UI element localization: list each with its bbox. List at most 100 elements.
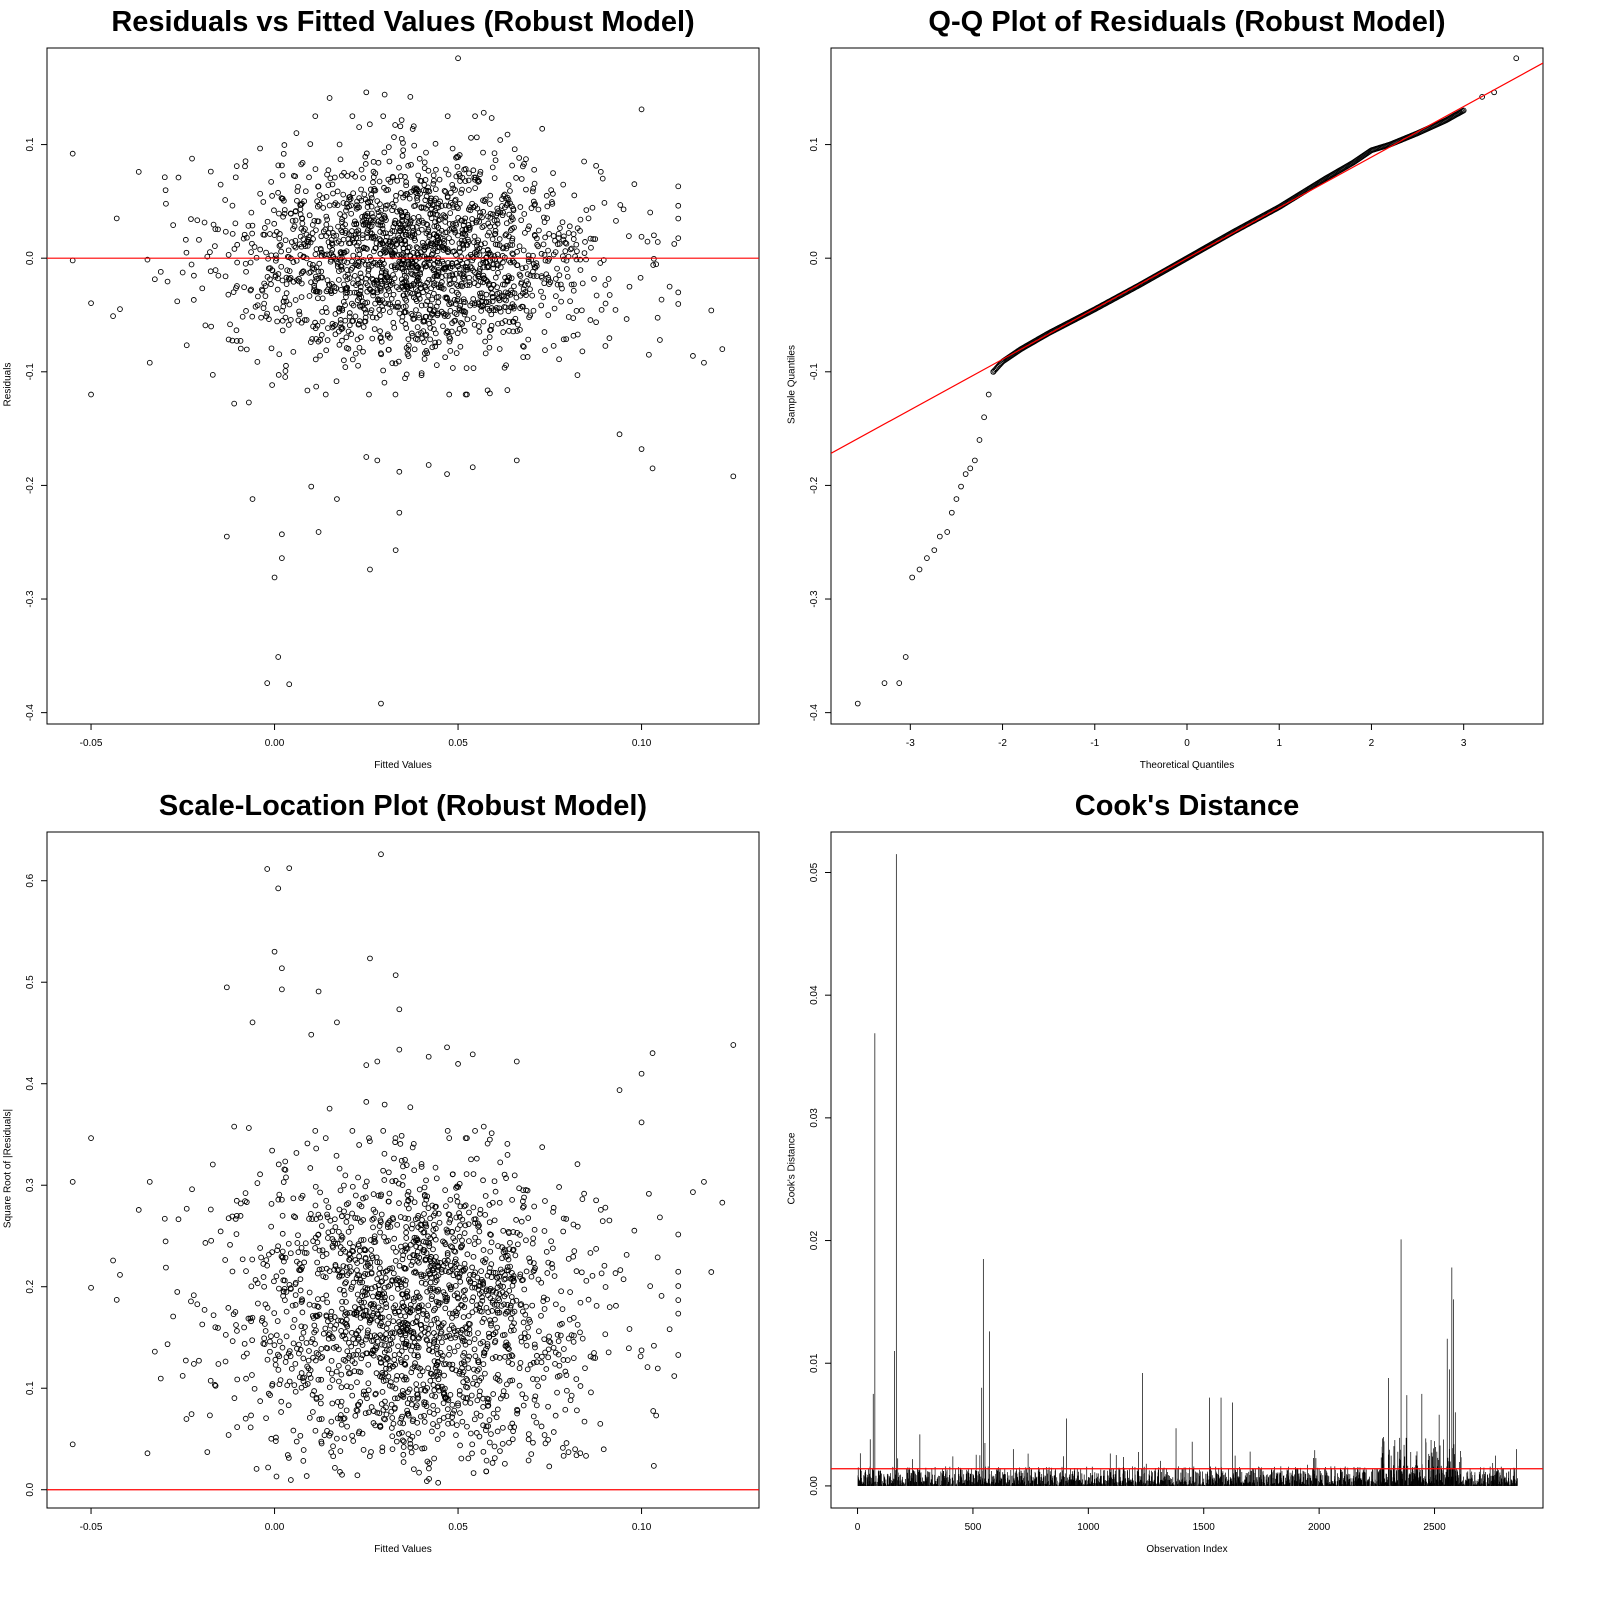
data-point (606, 292, 613, 298)
data-point (362, 1194, 369, 1201)
data-point (535, 206, 542, 213)
data-point (568, 281, 575, 288)
data-point (302, 1324, 308, 1330)
data-point (315, 295, 321, 302)
data-point (491, 1178, 498, 1185)
data-point (505, 308, 512, 315)
data-point (638, 106, 645, 113)
data-point (306, 212, 313, 219)
data-point (364, 229, 371, 236)
data-point (501, 1293, 508, 1300)
data-point (341, 1208, 347, 1215)
data-point (476, 1433, 483, 1440)
data-point (349, 1392, 356, 1399)
data-point (567, 1397, 574, 1404)
data-point (248, 209, 255, 216)
data-point (557, 281, 564, 288)
data-point (428, 285, 435, 292)
data-point (553, 293, 559, 299)
data-point (397, 227, 403, 234)
data-point (424, 1478, 430, 1485)
data-point (483, 1457, 490, 1464)
data-point (530, 1413, 537, 1420)
data-point (241, 1324, 247, 1331)
data-point (391, 324, 398, 331)
data-point (479, 214, 485, 221)
data-point (280, 213, 286, 220)
data-point (353, 1407, 360, 1413)
data-point (338, 1384, 345, 1391)
data-point (563, 240, 570, 247)
data-point (397, 260, 403, 266)
data-point (402, 1330, 409, 1337)
data-point (503, 1339, 510, 1346)
data-point (421, 1445, 428, 1452)
data-point (389, 1178, 396, 1185)
data-point (408, 1225, 415, 1232)
data-point (377, 1373, 383, 1380)
data-point (272, 1361, 279, 1368)
data-point (352, 1412, 359, 1419)
data-point (315, 529, 322, 535)
data-point (408, 1262, 415, 1268)
data-point (675, 1268, 682, 1275)
data-point (488, 1320, 494, 1327)
data-point (390, 319, 397, 326)
data-point (382, 205, 389, 212)
data-point (334, 496, 340, 502)
data-point (307, 339, 314, 345)
data-point (496, 1291, 503, 1297)
y-tick-label: 0.02 (809, 1230, 820, 1250)
data-point (254, 359, 261, 365)
data-point (516, 1382, 523, 1389)
data-point (423, 187, 429, 194)
data-point (298, 294, 305, 300)
data-point (296, 1341, 302, 1348)
data-point (510, 1247, 516, 1254)
data-point (517, 1302, 524, 1308)
data-point (344, 1213, 351, 1220)
data-point (314, 1239, 321, 1246)
data-point (374, 1259, 381, 1266)
data-point (461, 327, 468, 334)
data-point (295, 1232, 301, 1239)
data-point (296, 308, 302, 315)
data-point (415, 1394, 422, 1401)
data-point (397, 1331, 404, 1337)
data-point (431, 1316, 438, 1323)
data-point (494, 217, 500, 224)
data-point (509, 250, 516, 257)
data-point (514, 328, 521, 334)
data-point (528, 1451, 535, 1457)
data-point (602, 343, 609, 349)
data-point (358, 294, 365, 300)
data-point (675, 183, 682, 190)
data-point (271, 1278, 277, 1285)
data-point (456, 1181, 463, 1187)
data-point (654, 239, 661, 245)
data-point (372, 170, 379, 177)
data-point (379, 1334, 386, 1341)
data-point (269, 193, 275, 199)
data-point (292, 1388, 299, 1395)
data-point (408, 161, 414, 168)
qq-point (981, 414, 987, 421)
data-point (380, 1378, 387, 1384)
data-point (529, 1240, 536, 1247)
data-point (336, 268, 342, 274)
data-point (381, 184, 387, 191)
data-point (275, 1351, 281, 1358)
data-point (410, 249, 417, 256)
data-point (318, 1346, 325, 1352)
data-point (488, 1431, 494, 1437)
data-point (202, 322, 209, 329)
data-point (365, 1409, 372, 1416)
x-tick-label: 500 (965, 1522, 982, 1533)
data-point (179, 269, 186, 276)
data-point (449, 1410, 456, 1417)
data-point (455, 1061, 461, 1067)
data-point (339, 1298, 345, 1305)
data-point (583, 1277, 590, 1284)
x-tick-label: 0.10 (632, 1522, 652, 1533)
data-point (174, 298, 181, 305)
